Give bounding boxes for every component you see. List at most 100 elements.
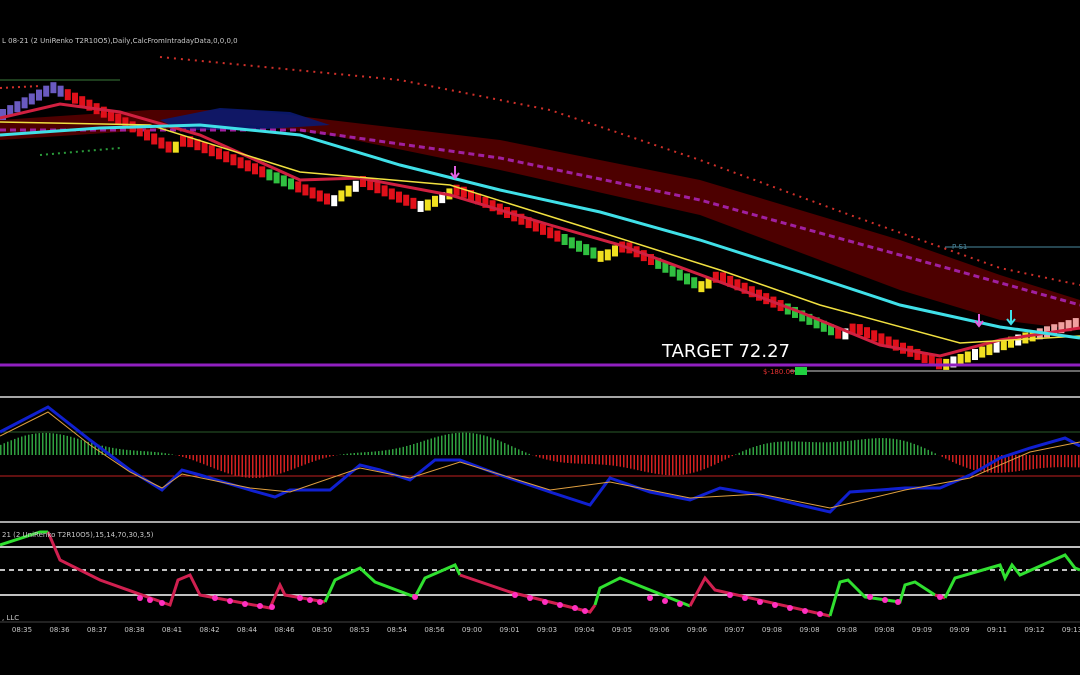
- dotted-band: [0, 85, 41, 89]
- time-label: 09:08: [762, 626, 782, 634]
- brick: [403, 194, 410, 206]
- brick: [252, 163, 258, 175]
- histogram-bar: [497, 440, 499, 455]
- histogram-bar: [283, 455, 285, 473]
- histogram-bar: [920, 446, 922, 455]
- histogram-bar: [707, 455, 709, 468]
- brick: [201, 142, 208, 154]
- histogram-bar: [784, 441, 786, 455]
- brick: [230, 154, 237, 166]
- histogram-bar: [280, 455, 282, 474]
- histogram-bar: [3, 443, 5, 455]
- histogram-bar: [1032, 455, 1034, 470]
- histogram-bar: [651, 455, 653, 474]
- brick: [345, 185, 352, 197]
- histogram-bar: [882, 438, 884, 455]
- histogram-bar: [633, 455, 635, 470]
- histogram-bar: [500, 441, 502, 455]
- signal-arrow: [974, 314, 984, 328]
- histogram-bar: [812, 442, 814, 455]
- brick: [338, 190, 345, 202]
- histogram-bar: [49, 433, 51, 455]
- histogram-bar: [31, 433, 33, 455]
- histogram-bar: [318, 455, 320, 460]
- brick: [741, 282, 748, 294]
- histogram-bar: [469, 432, 471, 455]
- brick: [122, 117, 129, 129]
- histogram-bar: [479, 434, 481, 455]
- time-label: 09:13: [1062, 626, 1080, 634]
- brick: [43, 85, 50, 97]
- histogram-bar: [805, 441, 807, 455]
- histogram-bar: [710, 455, 712, 467]
- brick: [964, 351, 971, 363]
- histogram-bar: [346, 453, 348, 455]
- brick: [698, 281, 705, 293]
- histogram-bar: [129, 450, 131, 455]
- time-label: 09:01: [499, 626, 519, 634]
- histogram-bar: [1008, 455, 1010, 473]
- histogram-bar: [465, 432, 467, 455]
- brick: [597, 250, 604, 262]
- signal-dot: [647, 595, 653, 601]
- brick: [187, 136, 194, 148]
- histogram-bar: [619, 455, 621, 467]
- signal-dot: [512, 592, 518, 598]
- histogram-bar: [637, 455, 639, 471]
- time-label: 09:08: [837, 626, 857, 634]
- histogram-bar: [80, 439, 82, 455]
- histogram-bar: [766, 443, 768, 455]
- histogram-bar: [423, 440, 425, 455]
- signal-dot: [307, 597, 313, 603]
- signal-dot: [895, 599, 901, 605]
- brick: [979, 346, 986, 358]
- histogram-bar: [301, 455, 303, 466]
- brick: [691, 277, 698, 289]
- histogram-bar: [0, 444, 2, 455]
- histogram-bar: [731, 455, 733, 457]
- histogram-bar: [966, 455, 968, 468]
- histogram-bar: [682, 455, 684, 475]
- brick: [1022, 332, 1029, 344]
- histogram-bar: [483, 435, 485, 455]
- histogram-bar: [297, 455, 299, 468]
- brick: [86, 99, 93, 111]
- signal-dot: [882, 597, 888, 603]
- brick: [669, 265, 676, 277]
- brick: [57, 85, 64, 97]
- brick: [986, 344, 993, 356]
- histogram-bar: [665, 455, 667, 476]
- histogram-bar: [350, 453, 352, 455]
- signal-dot: [269, 604, 275, 610]
- histogram-bar: [189, 455, 191, 460]
- histogram-bar: [42, 432, 44, 455]
- histogram-bar: [826, 442, 828, 455]
- signal-dot: [147, 597, 153, 603]
- histogram-bar: [885, 438, 887, 455]
- brick: [892, 339, 899, 351]
- histogram-bar: [833, 442, 835, 455]
- brick: [554, 230, 561, 242]
- brick: [208, 145, 215, 157]
- brick: [100, 106, 107, 118]
- histogram-bar: [273, 455, 275, 476]
- histogram-bar: [756, 445, 758, 455]
- histogram-bar: [371, 451, 373, 455]
- histogram-bar: [199, 455, 201, 463]
- brick: [957, 353, 964, 365]
- histogram-bar: [626, 455, 628, 468]
- histogram-bar: [98, 444, 100, 455]
- histogram-bar: [266, 455, 268, 477]
- histogram-bar: [514, 447, 516, 455]
- brick: [1058, 322, 1065, 334]
- histogram-bar: [476, 433, 478, 455]
- histogram-bar: [427, 439, 429, 455]
- signal-dot: [582, 608, 588, 614]
- time-label: 08:37: [87, 626, 107, 634]
- brick: [79, 96, 86, 108]
- histogram-bar: [742, 451, 744, 455]
- histogram-bar: [406, 445, 408, 455]
- histogram-bar: [91, 442, 93, 455]
- histogram-bar: [290, 455, 292, 470]
- brick: [1000, 339, 1007, 351]
